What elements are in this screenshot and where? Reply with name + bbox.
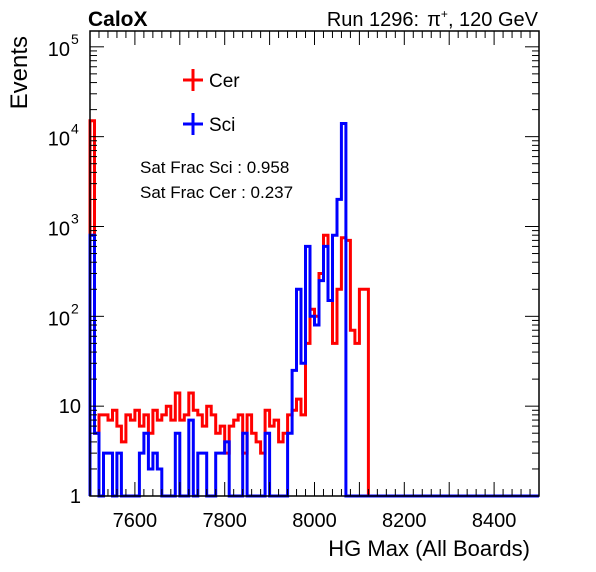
x-tick-label: 8000 xyxy=(292,510,337,532)
x-tick-label: 7600 xyxy=(113,510,158,532)
legend-label-cer: Cer xyxy=(209,71,240,92)
x-axis-label: HG Max (All Boards) xyxy=(328,536,530,561)
x-tick-label: 8200 xyxy=(382,510,427,532)
run-label: Run 1296: xyxy=(327,9,419,31)
y-tick-label: 10 xyxy=(48,308,70,330)
legend: Cer Sci xyxy=(183,69,240,136)
y-tick-label: 10 xyxy=(48,39,70,61)
legend-label-sci: Sci xyxy=(209,115,235,136)
y-tick-label: 10 xyxy=(48,218,70,240)
plot-frame xyxy=(89,30,540,497)
sat-frac-cer-annotation: Sat Frac Cer : 0.237 xyxy=(140,183,293,202)
run-info: Run 1296: π+, 120 GeV xyxy=(327,7,539,31)
y-tick-label: 10 xyxy=(59,396,81,418)
y-tick-label: 1 xyxy=(70,486,81,508)
particle-symbol: π xyxy=(427,9,441,31)
sat-frac-sci-annotation: Sat Frac Sci : 0.958 xyxy=(140,158,289,177)
x-tick-label: 8400 xyxy=(472,510,517,532)
series-cer-histogram xyxy=(88,119,539,498)
x-tick-label: 7800 xyxy=(202,510,247,532)
y-tick-exponent: 4 xyxy=(71,121,79,137)
y-tick-exponent: 2 xyxy=(71,300,79,316)
y-tick-label: 10 xyxy=(48,129,70,151)
experiment-label: CaloX xyxy=(88,8,148,31)
energy-label: , 120 GeV xyxy=(448,9,539,31)
legend-entry-sci: Sci xyxy=(183,113,235,136)
legend-entry-cer: Cer xyxy=(183,69,240,92)
particle-charge: + xyxy=(441,7,448,21)
y-tick-exponent: 5 xyxy=(71,31,79,47)
y-axis-label: Events xyxy=(6,36,33,109)
y-tick-exponent: 3 xyxy=(71,210,79,226)
